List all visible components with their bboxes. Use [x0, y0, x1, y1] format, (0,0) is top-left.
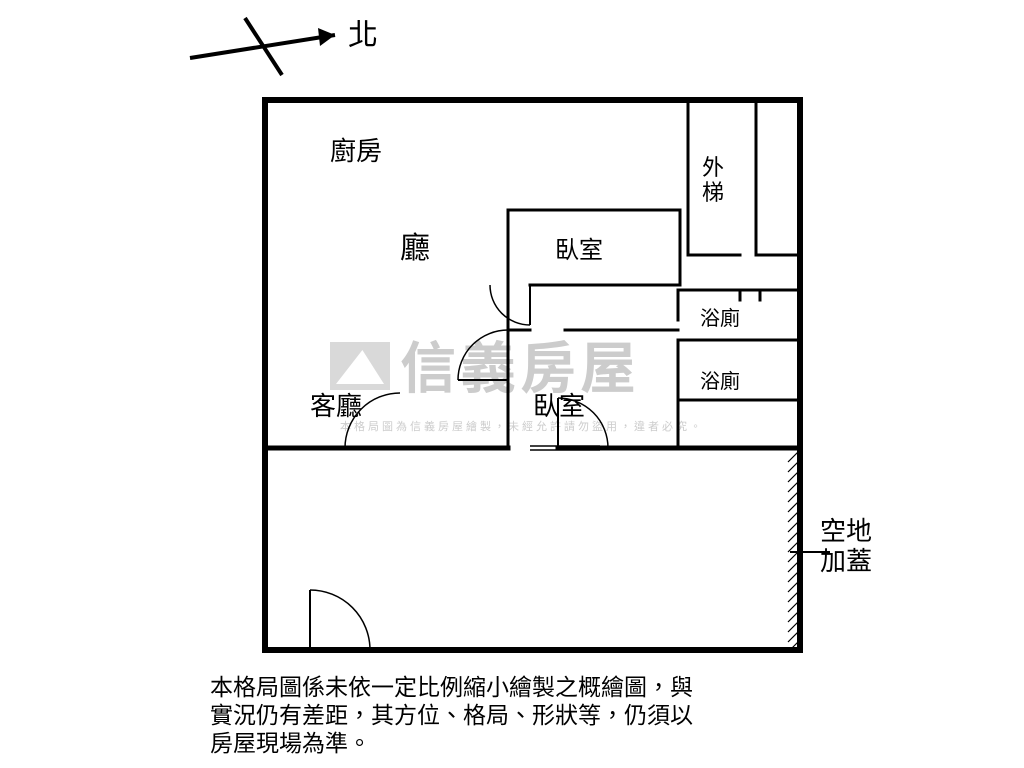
watermark: 信義房屋 本格局圖為信義房屋繪製，未經允許請勿盜用，違者必究。: [330, 324, 704, 434]
disclaimer-line: 房屋現場為準。: [210, 724, 371, 758]
watermark-main: 信義房屋: [400, 324, 640, 405]
watermark-sub: 本格局圖為信義房屋繪製，未經允許請勿盜用，違者必究。: [340, 418, 704, 434]
north-label: 北: [348, 10, 378, 54]
room-label: 浴廁: [700, 302, 740, 331]
compass-north: 北: [190, 10, 378, 75]
room-label: 加蓋: [820, 541, 872, 578]
room-label: 廳: [400, 223, 430, 267]
room-label: 客廳: [310, 386, 362, 423]
room-label: 臥室: [555, 230, 603, 265]
room-label: 廚房: [330, 131, 382, 168]
room-label: 梯: [702, 175, 724, 207]
disclaimer-text: 本格局圖係未依一定比例縮小繪製之概繪圖，與實況仍有差距，其方位、格局、形狀等，仍…: [210, 668, 693, 758]
floorplan-diagram: 信義房屋 本格局圖為信義房屋繪製，未經允許請勿盜用，違者必究。 北 廚房廳臥室外…: [0, 0, 1024, 768]
room-label: 浴廁: [700, 365, 740, 394]
room-label: 臥室: [533, 386, 585, 423]
